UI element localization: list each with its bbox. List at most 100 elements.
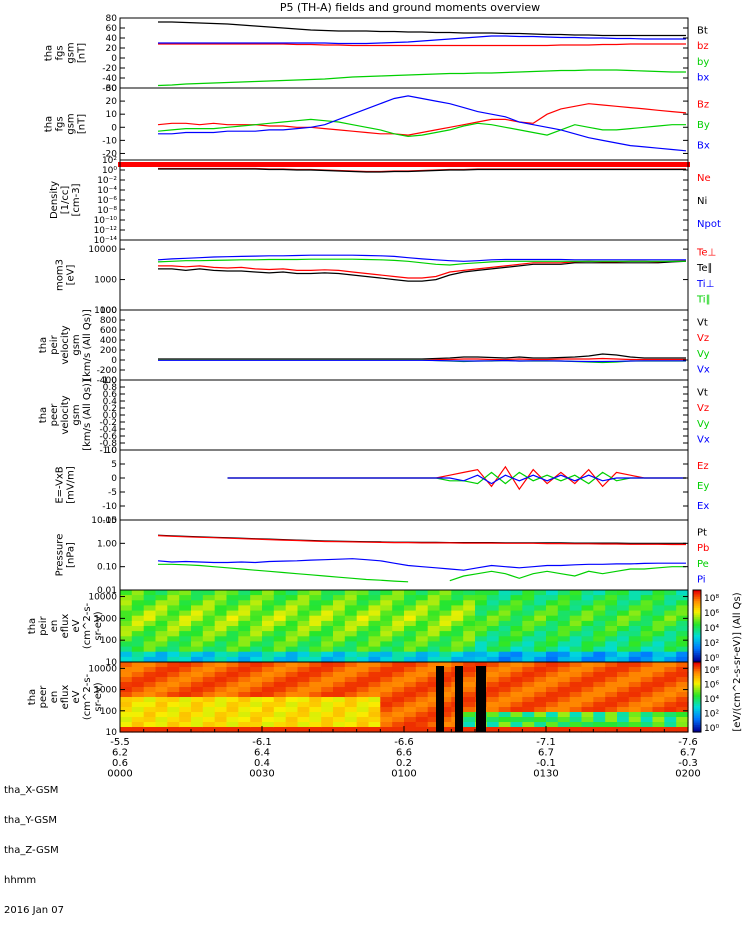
heatmap-cell [250, 692, 263, 698]
heatmap-cell [605, 662, 618, 668]
heatmap-cell [498, 662, 512, 668]
heatmap-cell [486, 610, 500, 617]
heatmap-cell [238, 656, 251, 663]
x-tick-label-hhmm: 0000 [107, 769, 132, 780]
heatmap-cell [285, 641, 299, 648]
heatmap-cell [250, 697, 263, 703]
heatmap-cell [463, 717, 476, 723]
heatmap-cell [226, 595, 239, 601]
heatmap-cell [297, 636, 310, 642]
colorbar-cell [693, 674, 701, 677]
heatmap-cell [262, 641, 275, 648]
heatmap-cell [534, 682, 547, 688]
colorbar-cell [693, 718, 701, 721]
heatmap-cell [155, 707, 168, 713]
heatmap-cell [202, 662, 216, 668]
heatmap-cell [664, 590, 677, 596]
heatmap-cell [238, 682, 251, 688]
y-tick-label: 10⁻⁴ [97, 186, 117, 196]
heatmap-cell [605, 707, 618, 713]
heatmap-cell [581, 651, 594, 658]
heatmap-cell [179, 722, 192, 728]
heatmap-cell [451, 590, 464, 596]
y-tick-label: 0.0 [103, 411, 118, 421]
heatmap-cell [664, 687, 677, 693]
heatmap-cell [392, 646, 405, 653]
heatmap-cell [427, 626, 441, 632]
heatmap-cell [486, 712, 500, 718]
heatmap-cell [569, 672, 583, 678]
heatmap-cell [380, 662, 393, 668]
heatmap-cell [297, 631, 310, 637]
heatmap-cell [273, 615, 287, 622]
heatmap-cell [652, 636, 665, 642]
legend-label: Bt [697, 26, 708, 37]
heatmap-cell [546, 651, 559, 658]
heatmap-cell [344, 600, 358, 606]
y-tick-label: 10⁻¹⁴ [94, 236, 118, 246]
heatmap-cell [167, 692, 180, 698]
heatmap-cell [131, 707, 145, 713]
panel-frame [119, 239, 689, 311]
heatmap-cell [120, 610, 133, 617]
heatmap-cell [498, 610, 512, 617]
heatmap-cell [262, 687, 275, 693]
heatmap-cell [581, 641, 594, 648]
heatmap-cell [404, 707, 417, 713]
heatmap-cell [392, 626, 405, 632]
heatmap-cell [676, 590, 689, 596]
y-tick-label: 10² [102, 156, 117, 166]
heatmap-cell [131, 646, 145, 653]
heatmap-cell [167, 641, 180, 648]
heatmap-cell [238, 717, 251, 723]
heatmap-cell [605, 697, 618, 703]
heatmap-cell [179, 662, 192, 668]
heatmap-cell [676, 672, 689, 678]
heatmap-cell [439, 620, 452, 627]
heatmap-cell [273, 672, 287, 678]
heatmap-cell [344, 707, 358, 713]
y-tick-label: -20 [102, 149, 117, 159]
heatmap-cell [250, 636, 263, 642]
heatmap-cell [191, 692, 204, 698]
heatmap-cell [321, 641, 334, 648]
colorbar-cell [693, 590, 701, 593]
heatmap-cell [640, 682, 654, 688]
heatmap-cell [498, 600, 512, 606]
heatmap-cell [652, 727, 665, 733]
heatmap-cell [250, 651, 263, 658]
heatmap-cell [131, 615, 145, 622]
heatmap-cell [628, 697, 642, 703]
heatmap-cell [676, 646, 689, 653]
heatmap-cell [356, 677, 370, 683]
heatmap-cell [404, 682, 417, 688]
y-axis-label: [cm-3] [71, 183, 82, 216]
heatmap-cell [143, 677, 157, 683]
heatmap-cell [664, 631, 677, 637]
heatmap-cell [415, 722, 429, 728]
heatmap-cell [321, 610, 334, 617]
heatmap-cell [510, 631, 523, 637]
heatmap-cell [179, 707, 192, 713]
heatmap-cell [664, 646, 677, 653]
heatmap-cell [628, 595, 642, 601]
heatmap-cell [569, 717, 583, 723]
heatmap-cell [191, 595, 204, 601]
heatmap-cell [380, 712, 393, 718]
colorbar-tick-label: 10⁸ [704, 594, 719, 604]
legend-label: Pe [697, 559, 709, 570]
heatmap-cell [179, 626, 192, 632]
heatmap-cell [143, 697, 157, 703]
colorbar-cell [693, 670, 701, 674]
heatmap-cell [439, 610, 452, 617]
heatmap-cell [155, 610, 168, 617]
heatmap-cell [486, 641, 500, 648]
y-axis-label: E=-VxB [55, 466, 66, 503]
heatmap-cell [250, 620, 263, 627]
heatmap-cell [214, 636, 228, 642]
heatmap-cell [380, 717, 393, 723]
heatmap-cell [640, 692, 654, 698]
